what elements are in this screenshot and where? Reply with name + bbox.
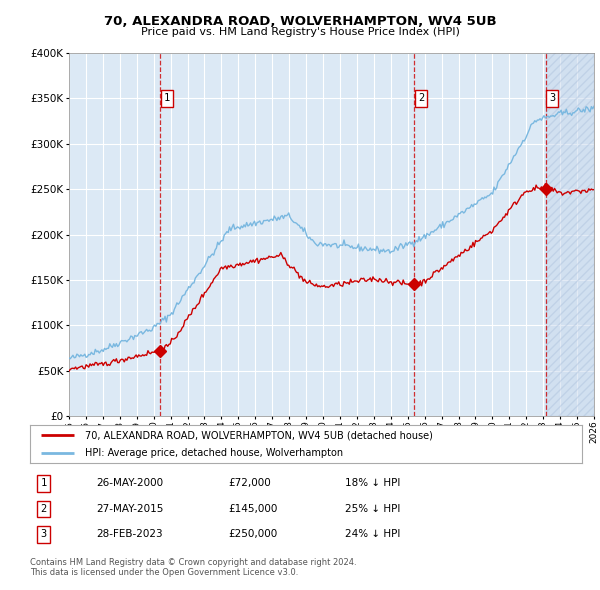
Text: Price paid vs. HM Land Registry's House Price Index (HPI): Price paid vs. HM Land Registry's House … xyxy=(140,27,460,37)
Text: 70, ALEXANDRA ROAD, WOLVERHAMPTON, WV4 5UB (detached house): 70, ALEXANDRA ROAD, WOLVERHAMPTON, WV4 5… xyxy=(85,430,433,440)
Text: 28-FEB-2023: 28-FEB-2023 xyxy=(96,529,163,539)
Text: 27-MAY-2015: 27-MAY-2015 xyxy=(96,504,164,514)
Text: 26-MAY-2000: 26-MAY-2000 xyxy=(96,478,163,489)
Text: 2: 2 xyxy=(41,504,47,514)
Text: 18% ↓ HPI: 18% ↓ HPI xyxy=(344,478,400,489)
Text: 1: 1 xyxy=(164,93,170,103)
Text: £145,000: £145,000 xyxy=(229,504,278,514)
Text: 70, ALEXANDRA ROAD, WOLVERHAMPTON, WV4 5UB: 70, ALEXANDRA ROAD, WOLVERHAMPTON, WV4 5… xyxy=(104,15,496,28)
Text: 2: 2 xyxy=(418,93,424,103)
Text: 1: 1 xyxy=(41,478,47,489)
Bar xyxy=(546,53,594,416)
Text: 3: 3 xyxy=(549,93,556,103)
Text: £72,000: £72,000 xyxy=(229,478,271,489)
Text: This data is licensed under the Open Government Licence v3.0.: This data is licensed under the Open Gov… xyxy=(30,568,298,576)
Text: 24% ↓ HPI: 24% ↓ HPI xyxy=(344,529,400,539)
Text: 3: 3 xyxy=(41,529,47,539)
Text: HPI: Average price, detached house, Wolverhampton: HPI: Average price, detached house, Wolv… xyxy=(85,448,343,458)
Text: £250,000: £250,000 xyxy=(229,529,278,539)
Text: Contains HM Land Registry data © Crown copyright and database right 2024.: Contains HM Land Registry data © Crown c… xyxy=(30,558,356,566)
Text: 25% ↓ HPI: 25% ↓ HPI xyxy=(344,504,400,514)
